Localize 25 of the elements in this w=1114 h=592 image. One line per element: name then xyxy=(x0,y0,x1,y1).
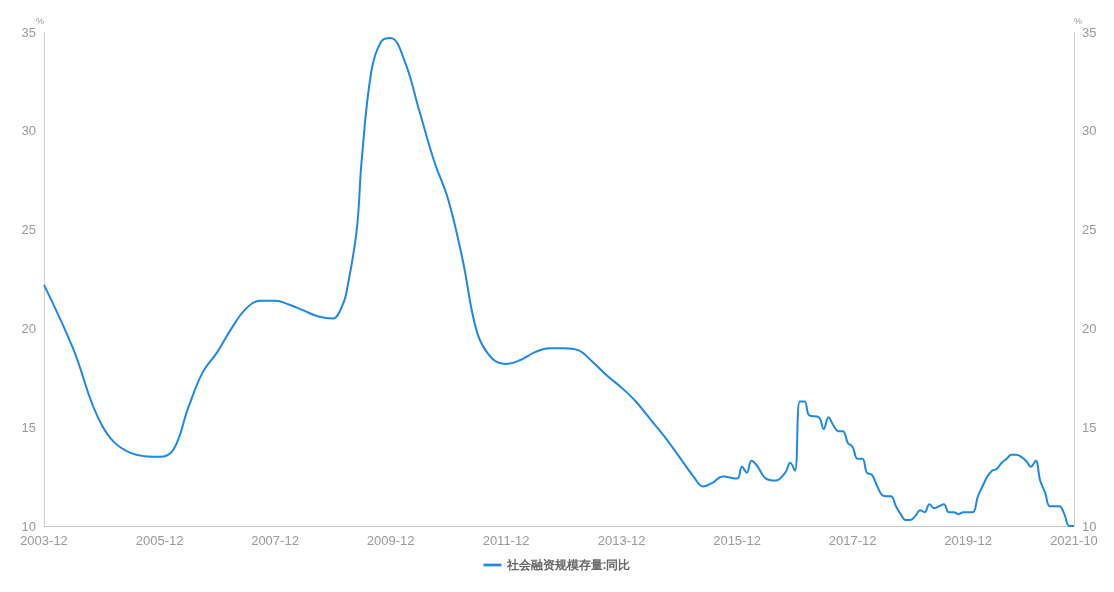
legend-label: 社会融资规模存量:同比 xyxy=(505,558,631,572)
y-tick-label: 35 xyxy=(21,24,36,40)
x-tick-label: 2009-12 xyxy=(366,533,415,548)
x-tick-label: 2015-12 xyxy=(713,533,761,548)
x-tick-label: 2013-12 xyxy=(597,533,646,548)
y2-axis-title: % xyxy=(1074,16,1083,27)
y-tick-label: 15 xyxy=(21,419,36,435)
y-tick-label: 20 xyxy=(21,320,36,336)
x-tick-label: 2019-12 xyxy=(944,533,992,548)
y-axis-title: % xyxy=(35,16,44,27)
y2-tick-label: 30 xyxy=(1082,123,1097,139)
y2-tick-label: 15 xyxy=(1082,419,1097,435)
x-tick-label: 2007-12 xyxy=(251,533,299,548)
x-tick-label: 2005-12 xyxy=(135,533,184,548)
y-tick-label: 25 xyxy=(21,222,36,238)
y2-tick-label: 20 xyxy=(1082,320,1097,336)
y-tick-label: 30 xyxy=(21,123,36,139)
y-tick-label: 10 xyxy=(21,518,36,534)
y2-tick-label: 25 xyxy=(1082,222,1097,238)
x-tick-label: 2011-12 xyxy=(482,533,530,548)
x-tick-label: 2003-12 xyxy=(20,533,68,548)
y2-tick-label: 35 xyxy=(1082,24,1097,40)
x-tick-label: 2021-10 xyxy=(1050,533,1098,548)
y2-tick-label: 10 xyxy=(1082,518,1097,534)
x-tick-label: 2017-12 xyxy=(828,533,877,548)
